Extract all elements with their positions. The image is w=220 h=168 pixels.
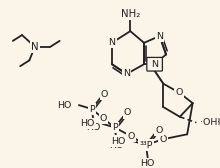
Text: P: P xyxy=(89,104,95,114)
Text: P: P xyxy=(112,123,117,132)
Text: O: O xyxy=(155,126,162,135)
Text: N: N xyxy=(123,69,130,78)
Text: O: O xyxy=(124,108,131,117)
Text: ·OH: ·OH xyxy=(203,118,220,127)
Text: O: O xyxy=(128,132,135,141)
FancyBboxPatch shape xyxy=(147,57,162,71)
Text: O: O xyxy=(101,90,108,99)
Text: O: O xyxy=(100,114,107,123)
Text: HO: HO xyxy=(141,159,155,168)
Text: NH₂: NH₂ xyxy=(121,9,140,19)
Text: HO: HO xyxy=(57,101,72,110)
Text: N: N xyxy=(108,38,116,47)
Text: HO: HO xyxy=(111,137,126,146)
Text: HO: HO xyxy=(109,141,124,151)
Text: O: O xyxy=(175,88,183,97)
Text: HO: HO xyxy=(86,123,101,132)
Text: HO: HO xyxy=(80,119,95,128)
Text: O: O xyxy=(160,135,167,144)
Text: N: N xyxy=(156,32,163,40)
Text: ³³P: ³³P xyxy=(139,140,153,150)
Text: ·OH: ·OH xyxy=(200,118,217,127)
Text: N: N xyxy=(31,42,39,52)
Text: N: N xyxy=(151,60,158,69)
